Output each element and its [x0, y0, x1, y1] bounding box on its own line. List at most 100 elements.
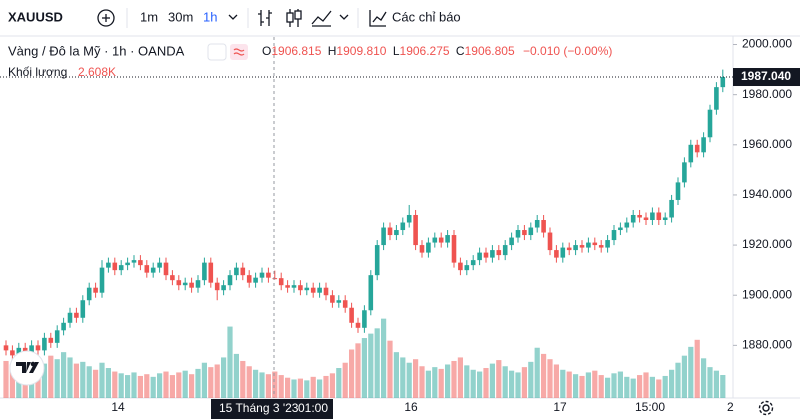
volume-bar [310, 376, 316, 398]
candle-body [61, 322, 66, 331]
candle-body [458, 262, 463, 271]
candle-body [394, 230, 399, 236]
candle-body [106, 262, 111, 268]
volume-bar [221, 357, 227, 398]
candle-body [16, 347, 22, 356]
volume-bar [707, 367, 713, 398]
candle-body [554, 250, 559, 258]
volume-bar [317, 379, 323, 398]
candle-body [605, 240, 610, 248]
settings-icon[interactable] [758, 400, 774, 416]
candle-body [534, 220, 540, 228]
candle-body [464, 265, 470, 271]
candle-body [112, 262, 118, 271]
crosshair-time-box [211, 399, 333, 419]
volume-bar [713, 370, 719, 398]
volume-bar [297, 378, 303, 398]
label: C [456, 44, 465, 58]
candle-body [131, 260, 137, 263]
symbol[interactable]: XAUUSD [8, 9, 63, 24]
candle-body [182, 282, 188, 286]
candle-body [74, 312, 79, 318]
candle-body [438, 237, 444, 243]
volume-bar [592, 370, 598, 398]
volume-bar [131, 372, 137, 398]
candle-body [586, 242, 591, 248]
volume-bar [323, 375, 329, 398]
volume-bar [3, 360, 9, 398]
candle-body [579, 245, 585, 248]
volume-bar [464, 365, 470, 398]
candle-body [656, 212, 662, 221]
volume-bar [509, 370, 515, 398]
candle-body [547, 232, 553, 251]
y-tick-label: 1980.000 [742, 87, 792, 101]
volume-bar [208, 367, 214, 398]
chevron[interactable] [228, 14, 238, 20]
volume-bar [566, 371, 572, 398]
interval[interactable]: 30m [168, 9, 193, 24]
bars-icon[interactable] [258, 10, 272, 26]
volume-bar [278, 375, 284, 398]
add-symbol[interactable] [97, 9, 115, 27]
volume-bar [630, 378, 636, 398]
volume-bar [400, 357, 406, 398]
legend-button[interactable] [207, 43, 227, 61]
volume-bar [662, 375, 668, 398]
chevron[interactable] [339, 14, 349, 20]
volume-bar [137, 375, 143, 398]
interval-active[interactable]: 1h [203, 9, 217, 24]
volume-bar [406, 362, 412, 398]
volume-bar [617, 371, 623, 398]
volume-bar [291, 379, 297, 398]
candle-body [675, 182, 681, 200]
volume-bar [425, 370, 431, 398]
area-icon[interactable] [311, 10, 332, 27]
volume-bar [547, 359, 553, 398]
candle-body [669, 199, 674, 218]
candle-body [522, 230, 527, 236]
indicators-button[interactable]: Các chỉ báo [392, 9, 461, 24]
volume-bar [9, 364, 15, 398]
candle-body [157, 262, 162, 268]
volume-bar [720, 375, 726, 398]
candle-body [426, 242, 431, 253]
volume-bar [681, 355, 687, 398]
candle-body [637, 214, 642, 218]
volume-bar [502, 366, 508, 398]
x-tick-label: 17 [553, 400, 567, 414]
volume-bar [387, 340, 393, 398]
volume-bar [643, 372, 649, 398]
volume-bar [688, 346, 694, 398]
indicators-icon[interactable] [369, 10, 387, 27]
volume-bar [214, 364, 220, 398]
volume-bar [457, 357, 463, 398]
interval[interactable]: 1m [140, 9, 158, 24]
candle-body [349, 307, 354, 323]
volume-bar [521, 367, 527, 398]
candle-body [406, 214, 412, 223]
volume-bar [355, 343, 361, 398]
volume-bar [272, 371, 278, 398]
candles-icon[interactable] [286, 9, 302, 27]
volume-bar [265, 374, 271, 398]
change: −0.010 (−0.00%) [523, 44, 612, 58]
volume-bar [669, 369, 675, 398]
volume-bar [438, 368, 444, 398]
value: 1906.815 [271, 44, 321, 58]
candle-body [707, 109, 713, 138]
volume-bar [189, 374, 195, 398]
candle-body [22, 347, 28, 353]
crosshair-time: 01:00 [298, 401, 328, 415]
legend-button[interactable] [230, 44, 248, 60]
label: O [262, 44, 271, 58]
volume-value: 2.608K [78, 65, 116, 79]
axis-corner [734, 399, 800, 419]
volume-bar [483, 368, 489, 398]
candle-body [202, 262, 207, 281]
candle-body [291, 285, 297, 288]
candle-body [86, 287, 92, 301]
candle-body [342, 300, 348, 308]
volume-bar [656, 379, 662, 398]
volume-bar [240, 360, 246, 398]
